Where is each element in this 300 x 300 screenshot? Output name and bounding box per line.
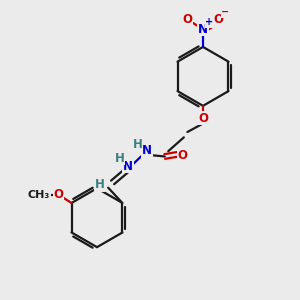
Text: O: O xyxy=(177,148,188,161)
Text: O: O xyxy=(213,14,223,26)
Text: −: − xyxy=(221,7,230,17)
Text: H: H xyxy=(95,178,105,191)
Text: O: O xyxy=(198,112,208,125)
Text: +: + xyxy=(206,17,214,27)
Text: O: O xyxy=(183,14,193,26)
Text: H: H xyxy=(115,152,125,165)
Text: N: N xyxy=(198,23,208,36)
Text: CH₃: CH₃ xyxy=(28,190,50,200)
Text: O: O xyxy=(53,188,63,201)
Text: H: H xyxy=(133,138,142,151)
Text: N: N xyxy=(123,160,133,173)
Text: N: N xyxy=(142,144,152,157)
